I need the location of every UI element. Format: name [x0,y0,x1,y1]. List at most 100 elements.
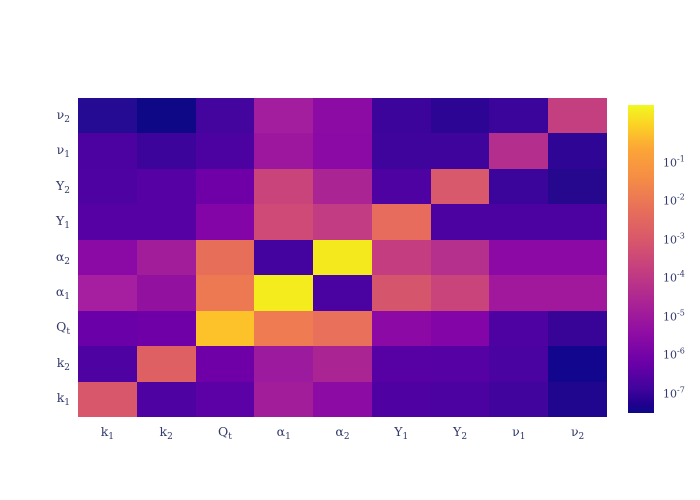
heatmap-cell [195,346,255,382]
y-tick-Y1: Y1 [56,213,70,232]
heatmap-cell [371,346,431,382]
heatmap-cell [195,310,255,347]
heatmap-cell [136,168,196,205]
x-tick-α1: α1 [276,424,291,442]
heatmap-cell [489,239,549,276]
heatmap-cell [136,346,196,382]
heatmap-cell [489,346,549,382]
colorbar-gradient [628,105,654,413]
heatmap-cell [548,133,607,169]
heatmap-cell [136,310,196,347]
heatmap-cell [254,133,314,169]
colorbar-tick-10-2: 10-2 [663,193,685,208]
colorbar-tick-10-3: 10-3 [663,231,685,247]
heatmap-cell [254,346,314,382]
heatmap-cell [430,275,490,311]
heatmap-cell [78,381,137,417]
y-tick-ν2: ν2 [56,106,70,125]
heatmap-cell [313,310,372,347]
heatmap-cell [254,239,314,276]
heatmap-plot-area[interactable] [78,98,607,417]
x-tick-k1: k1 [100,424,115,442]
heatmap-cell [195,381,255,417]
heatmap-cell [430,239,490,276]
x-tick-Qt: Qt [218,424,232,442]
colorbar-tick-10-7: 10-7 [663,385,685,401]
y-tick-ν1: ν1 [56,142,70,161]
heatmap-cell [430,346,490,382]
heatmap-cell [489,133,549,169]
heatmap-cell [195,98,255,134]
x-tick-k2: k2 [159,424,173,442]
heatmap-cell [371,381,431,417]
heatmap-cell [371,275,431,311]
heatmap-cell [78,133,137,169]
heatmap-cell [136,133,196,169]
y-tick-α1: α1 [55,283,70,302]
heatmap-cell [371,239,431,276]
heatmap-cell [313,275,372,311]
colorbar-tick-10-6: 10-6 [663,347,685,362]
heatmap-cell [313,346,372,382]
heatmap-cell [78,239,137,276]
heatmap-cell [78,204,137,240]
heatmap-cell [548,381,607,417]
heatmap-cell [489,204,549,240]
heatmap-cell [430,98,490,134]
heatmap-cell [548,310,607,347]
y-tick-Qt: Qt [56,319,70,338]
x-axis-tick-labels: k1 k2 Qt α1 α2 Y1 Y2 ν1 ν2 [78,417,607,457]
heatmap-cell [254,204,314,240]
heatmap-cell [136,381,196,417]
y-axis-tick-labels: ν2 ν1 Y2 Y1 α2 α1 Qt k2 k1 [0,98,78,417]
heatmap-cell [489,168,549,205]
y-tick-k2: k2 [56,354,70,373]
heatmap-cell [548,168,607,205]
heatmap-cell [313,381,372,417]
y-tick-Y2: Y2 [56,177,70,196]
colorbar-tick-labels: 10-1 10-2 10-3 10-4 10-5 10-6 10-7 [654,105,700,413]
heatmap-cell [195,275,255,311]
heatmap-cell [430,204,490,240]
heatmap-cell [78,168,137,205]
x-tick-ν2: ν2 [570,424,585,442]
heatmap-cell [254,168,314,205]
heatmap-cell [78,310,137,347]
heatmap-cell [313,168,372,205]
heatmap-cell [136,239,196,276]
heatmap-cell [313,133,372,169]
heatmap-cell [195,133,255,169]
heatmap-cell [489,275,549,311]
colorbar-tick-10-4: 10-4 [663,270,685,285]
heatmap-cell [136,204,196,240]
heatmap-cell [254,98,314,134]
x-tick-ν1: ν1 [512,424,526,442]
heatmap-cell [313,239,372,276]
heatmap-cell [313,98,372,134]
heatmap-cell [430,310,490,347]
heatmap-cell [136,98,196,134]
heatmap-cell [254,310,314,347]
x-tick-α2: α2 [335,424,350,442]
y-tick-α2: α2 [55,248,70,267]
heatmap-cell [371,133,431,169]
x-tick-Y2: Y2 [453,424,468,442]
heatmap-cell [254,275,314,311]
heatmap-cell [489,310,549,347]
x-tick-Y1: Y1 [394,424,409,442]
heatmap-cell [548,275,607,311]
heatmap-cell [371,310,431,347]
y-tick-k1: k1 [56,390,70,409]
heatmap-cell [430,133,490,169]
heatmap-cell [489,98,549,134]
heatmap-cell [489,381,549,417]
heatmap-cell [548,98,607,134]
heatmap-cell [78,275,137,311]
colorbar[interactable] [628,105,654,413]
heatmap-cell [371,204,431,240]
heatmap-cell [78,98,137,134]
heatmap-cell [78,346,137,382]
heatmap-cell [254,381,314,417]
colorbar-tick-10-1: 10-1 [663,154,685,170]
